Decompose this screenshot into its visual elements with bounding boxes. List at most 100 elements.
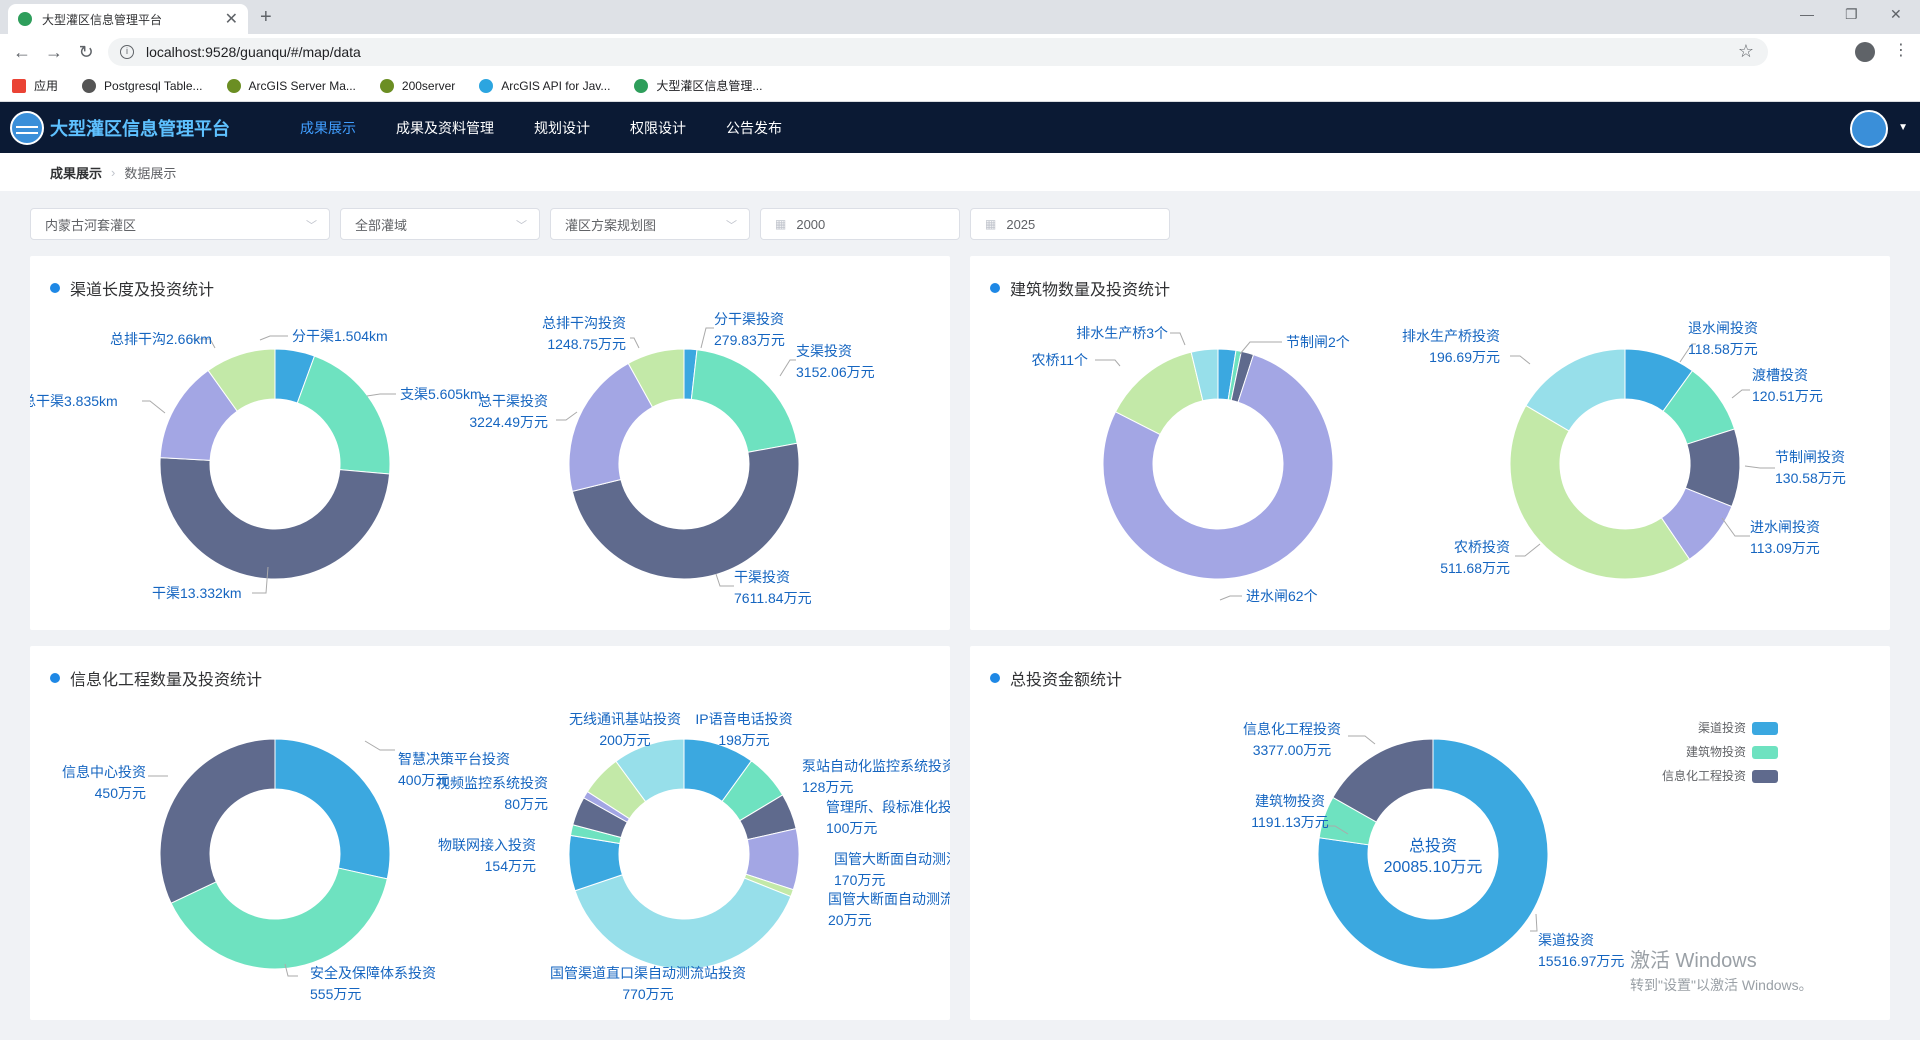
label-wuxian: 无线通讯基站投资 [569,711,681,727]
browser-tabbar: 大型灌区信息管理平台 ✕ + — ❐ ✕ [0,0,1920,34]
apps-grid-icon [12,78,26,93]
building-labels: 节制闸2个 进水闸62个 农桥11个 排水生产桥3个 退水闸投资 118.58万… [1031,320,1845,604]
value-fenganqu-invest: 279.83万元 [714,332,785,348]
donut-slice[interactable] [1317,738,1549,970]
menu-dots-icon[interactable]: ⋮ [1893,42,1909,59]
value-wuxian: 200万元 [599,732,650,748]
nav-announcements[interactable]: 公告发布 [726,119,782,136]
panel-title: 渠道长度及投资统计 [50,276,214,300]
building-investment-donut [1509,348,1741,580]
donut-slice[interactable] [274,738,391,880]
label-zhiqu-invest: 支渠投资 [796,343,852,359]
breadcrumb-current: 数据展示 [124,165,177,181]
total-panel: 总投资金额统计 总投资 20085.10万元 渠道投资 15516.97万元 建… [970,646,1890,1020]
nav-results[interactable]: 成果展示 [300,119,356,136]
label-qudao-total: 渠道投资 [1538,932,1594,948]
donut-slice[interactable] [296,355,391,475]
nav-planning[interactable]: 规划设计 [534,119,590,136]
donut-slice[interactable] [1525,348,1626,432]
value-ganqu-invest: 7611.84万元 [734,590,812,606]
bookmark-arcgis-server[interactable]: ArcGIS Server Ma... [226,78,356,93]
bookmark-arcgis-api[interactable]: ArcGIS API for Jav... [479,78,610,93]
maximize-icon[interactable]: ❐ [1845,6,1858,22]
windows-watermark: 激活 Windows 转到"设置"以激活 Windows。 [1630,950,1813,993]
calendar-icon: ▦ [775,217,787,231]
label-jiezhizha: 节制闸2个 [1286,334,1350,350]
value-zhihui: 400万元 [398,772,449,788]
region-select[interactable]: 内蒙古河套灌区 ﹀ [30,208,330,240]
address-bar[interactable]: i localhost:9528/guanqu/#/map/data ☆ [108,38,1768,66]
minimize-icon[interactable]: — [1800,6,1814,22]
bookmark-200server[interactable]: 200server [379,78,455,93]
end-year-picker[interactable]: ▦ 2025 [970,208,1170,240]
info-charts: 智慧决策平台投资 400万元 安全及保障体系投资 555万元 信息中心投资 45… [62,711,950,1002]
info-labels: 智慧决策平台投资 400万元 安全及保障体系投资 555万元 信息中心投资 45… [62,711,950,1002]
plan-select[interactable]: 灌区方案规划图 ﹀ [550,208,750,240]
label-paishui: 排水生产桥3个 [1076,325,1168,341]
window-close-icon[interactable]: ✕ [1890,6,1902,22]
donut-slice[interactable] [690,349,798,453]
value-ducao-invest: 120.51万元 [1752,388,1823,404]
profile-icon[interactable] [1855,42,1875,62]
forward-icon[interactable]: → [45,41,63,62]
breadcrumb-results[interactable]: 成果展示 [50,165,103,181]
legend-xinxi: 信息化工程投资 [1662,768,1746,783]
area-select[interactable]: 全部灌域 ﹀ [340,208,540,240]
bookmark-apps[interactable]: 应用 [12,77,58,94]
reload-icon[interactable]: ↻ [78,41,94,62]
nav-data-management[interactable]: 成果及资料管理 [396,119,494,136]
avatar[interactable] [1850,110,1888,148]
donut-slice[interactable] [207,348,276,412]
legend-swatch-jianzhu[interactable] [1752,746,1778,759]
donut-slice[interactable] [159,457,391,580]
legend: 渠道投资 建筑物投资 信息化工程投资 [1662,720,1778,783]
donut-slice[interactable] [615,738,685,803]
label-fenganqu-invest: 分干渠投资 [714,311,784,327]
value-guanlisuo: 100万元 [826,820,877,836]
channel-charts: 分干渠1.504km 支渠5.605km 干渠13.332km 总干渠3.835… [30,311,875,606]
donut-slice[interactable] [571,442,800,580]
star-icon[interactable]: ☆ [1737,41,1754,61]
info-panel: 信息化工程数量及投资统计 智慧决策平台投资 400万元 安全及保障体系投资 55… [30,646,950,1020]
browser-tab[interactable]: 大型灌区信息管理平台 ✕ [8,4,248,34]
label-fenganqu: 分干渠1.504km [292,328,388,344]
label-jinshuizha-invest: 进水闸投资 [1750,519,1820,535]
label-bengzhan: 泵站自动化监控系统投资 [802,758,950,774]
url-text: localhost:9528/guanqu/#/map/data [146,44,361,60]
donut-slice[interactable] [1509,404,1691,580]
close-icon[interactable]: ✕ [224,11,238,28]
donut-slice[interactable] [1102,353,1334,580]
label-paishui-invest: 排水生产桥投资 [1402,328,1500,344]
label-zongganqu: 总干渠3.835km [30,393,118,409]
donut-slice[interactable] [627,348,685,408]
donut-slice[interactable] [1190,348,1219,402]
legend-swatch-qudao[interactable] [1752,722,1778,735]
dot-icon [50,673,60,683]
chevron-down-icon: ﹀ [306,220,317,232]
bookmark-platform[interactable]: 大型灌区信息管理... [634,77,762,94]
label-guoguan2: 国管大断面自动测流站投资 [828,891,950,907]
center-title: 总投资 [1409,837,1457,855]
value-zhikouqu: 770万元 [622,986,673,1002]
info-icon[interactable]: i [120,45,134,59]
donut-slice[interactable] [574,874,792,970]
nav-permissions[interactable]: 权限设计 [630,119,686,136]
arcgis-api-icon [479,78,494,93]
start-year-picker[interactable]: ▦ 2000 [760,208,960,240]
center-value: 20085.10万元 [1384,859,1483,876]
legend-swatch-xinxi[interactable] [1752,770,1778,783]
label-ganqu: 干渠13.332km [152,585,241,601]
total-investment-donut [1317,738,1549,970]
label-jiezhizha-invest: 节制闸投资 [1775,449,1845,465]
app-header: 大型灌区信息管理平台 成果展示 成果及资料管理 规划设计 权限设计 公告发布 ▼ [0,102,1920,153]
donut-slice[interactable] [170,867,388,970]
label-zhikouqu: 国管渠道直口渠自动测流站投资 [550,965,746,981]
new-tab-icon[interactable]: + [260,6,272,28]
bookmark-postgresql[interactable]: Postgresql Table... [82,78,203,93]
donut-slice[interactable] [159,738,276,904]
value-shipin: 80万元 [504,796,548,812]
donut-slice[interactable] [1332,738,1434,823]
caret-down-icon[interactable]: ▼ [1898,122,1908,133]
label-nongqiao: 农桥11个 [1031,352,1088,368]
back-icon[interactable]: ← [13,41,31,62]
